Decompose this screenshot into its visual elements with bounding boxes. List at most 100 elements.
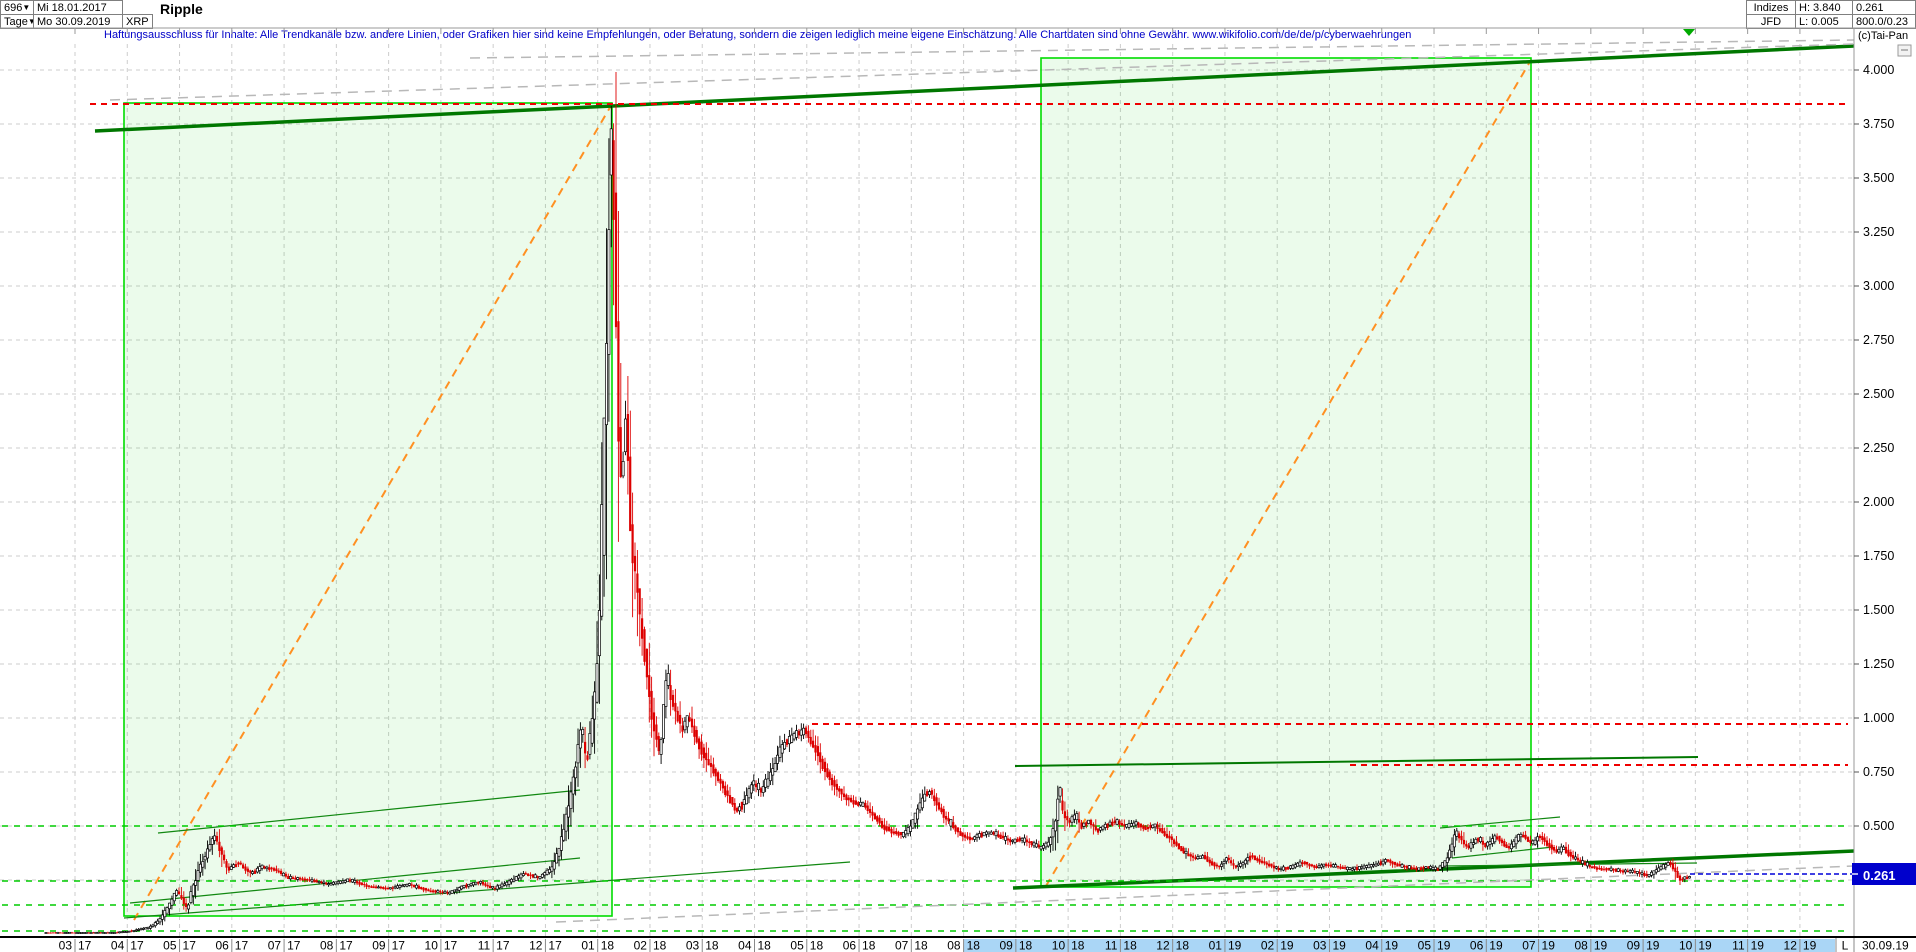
- indizes-cell[interactable]: Indizes: [1746, 0, 1796, 15]
- time-axis-month: 03: [1313, 939, 1327, 952]
- time-axis-year: 17: [235, 939, 249, 952]
- time-axis-month: 12: [1784, 939, 1798, 952]
- time-axis-month: 06: [215, 939, 229, 952]
- time-axis-month: 07: [268, 939, 282, 952]
- price-axis-label: 2.500: [1863, 387, 1894, 401]
- price-axis-label: 2.000: [1863, 495, 1894, 509]
- bars-count-value: 696: [4, 1, 23, 14]
- trend-channel-box[interactable]: [123, 102, 613, 917]
- time-axis-month: 08: [1574, 939, 1588, 952]
- green-med-trendline[interactable]: [1014, 756, 1699, 767]
- last-date-label: 30.09.19: [1862, 939, 1909, 952]
- time-axis-year: 19: [1751, 939, 1765, 952]
- time-axis-month: 04: [738, 939, 752, 952]
- price-axis-label: 1.000: [1863, 711, 1894, 725]
- time-axis-year: 19: [1594, 939, 1608, 952]
- time-axis-year: 17: [130, 939, 144, 952]
- time-axis-year: 19: [1646, 939, 1660, 952]
- time-axis-month: 01: [581, 939, 595, 952]
- green-thin-trendline[interactable]: [157, 789, 581, 834]
- time-axis-month: 03: [59, 939, 73, 952]
- time-axis-year: 17: [392, 939, 406, 952]
- chevron-down-icon: ▼: [22, 2, 31, 12]
- price-axis-label: 3.250: [1863, 225, 1894, 239]
- time-axis-month: 02: [1261, 939, 1275, 952]
- time-axis-month: 08: [947, 939, 961, 952]
- gray-dash-trendline[interactable]: [469, 39, 1855, 59]
- price-axis-label: 0.500: [1863, 819, 1894, 833]
- current-price-value: 0.261: [1863, 868, 1896, 883]
- time-axis-month: 09: [1000, 939, 1014, 952]
- time-axis-year: 17: [496, 939, 510, 952]
- time-axis-month: 06: [1470, 939, 1484, 952]
- time-axis-year: 19: [1332, 939, 1346, 952]
- time-axis-year: 18: [862, 939, 876, 952]
- green-thin-trendline[interactable]: [1451, 846, 1554, 859]
- date-to-value: Mo 30.09.2019: [37, 15, 111, 28]
- price-axis-label: 0.750: [1863, 765, 1894, 779]
- time-axis-year: 18: [1071, 939, 1085, 952]
- time-axis-year: 17: [78, 939, 92, 952]
- orange-dash-trendline[interactable]: [133, 103, 613, 921]
- time-axis-month: 04: [1365, 939, 1379, 952]
- time-axis-month: 09: [372, 939, 386, 952]
- period-dropdown[interactable]: Tage ▼: [0, 14, 36, 29]
- candles: [44, 128, 1691, 934]
- price-axis-label: 3.500: [1863, 171, 1894, 185]
- date-from-field[interactable]: Mi 18.01.2017: [33, 0, 123, 15]
- time-axis-year: 17: [548, 939, 562, 952]
- green-thin-trendline[interactable]: [123, 861, 851, 919]
- time-axis-year: 18: [601, 939, 615, 952]
- gray-dash-trendline[interactable]: [109, 43, 1855, 101]
- time-axis-year: 17: [339, 939, 353, 952]
- green-thin-trendline[interactable]: [1444, 862, 1698, 867]
- time-axis-year: 19: [1280, 939, 1294, 952]
- time-axis-year: 19: [1437, 939, 1451, 952]
- time-axis-year: 18: [758, 939, 772, 952]
- taipan-watermark: (c)Tai-Pan: [1858, 30, 1909, 42]
- price-axis-label: 1.500: [1863, 603, 1894, 617]
- time-axis-month: 01: [1209, 939, 1223, 952]
- period-value: Tage: [4, 15, 28, 28]
- time-axis-month: 11: [478, 939, 491, 952]
- time-axis-year: 19: [1385, 939, 1399, 952]
- date-from-value: Mi 18.01.2017: [37, 1, 107, 14]
- time-axis-month: 05: [1418, 939, 1432, 952]
- time-axis-month: 05: [790, 939, 804, 952]
- current-bar-marker-icon: [1683, 29, 1695, 36]
- green-thick-trendline[interactable]: [94, 44, 1855, 133]
- time-axis-year: 18: [914, 939, 928, 952]
- time-axis-highlight: [963, 939, 1835, 952]
- green-thin-trendline[interactable]: [1439, 816, 1561, 829]
- gray-dash-trendline[interactable]: [555, 865, 1855, 923]
- time-axis-month: 11: [1732, 939, 1745, 952]
- time-axis-year: 19: [1489, 939, 1503, 952]
- time-axis-month: 10: [1052, 939, 1066, 952]
- symbol-value: XRP: [126, 15, 149, 28]
- time-axis-month: 05: [163, 939, 177, 952]
- orange-dash-trendline[interactable]: [1045, 59, 1532, 887]
- time-axis-year: 18: [1123, 939, 1137, 952]
- time-axis-month: 07: [895, 939, 909, 952]
- time-axis-month: 04: [111, 939, 125, 952]
- high-cell: H: 3.840: [1795, 0, 1853, 15]
- price-axis-label: 1.750: [1863, 549, 1894, 563]
- time-axis-year: 18: [705, 939, 719, 952]
- instrument-title: Ripple: [160, 1, 203, 17]
- time-axis-year: 18: [810, 939, 824, 952]
- time-axis-year: 18: [1019, 939, 1033, 952]
- time-axis-year: 17: [444, 939, 458, 952]
- time-axis-year: 19: [1803, 939, 1817, 952]
- time-axis-year: 19: [1228, 939, 1242, 952]
- time-axis-month: 12: [529, 939, 543, 952]
- date-to-field[interactable]: Mo 30.09.2019: [33, 14, 123, 29]
- price-axis-label: 1.250: [1863, 657, 1894, 671]
- time-axis-month: 10: [425, 939, 439, 952]
- time-axis-month: 11: [1105, 939, 1118, 952]
- trend-channel-box[interactable]: [1040, 57, 1532, 888]
- current-price-tag: [1852, 863, 1916, 885]
- time-axis-month: 07: [1522, 939, 1536, 952]
- time-axis-month: 08: [320, 939, 334, 952]
